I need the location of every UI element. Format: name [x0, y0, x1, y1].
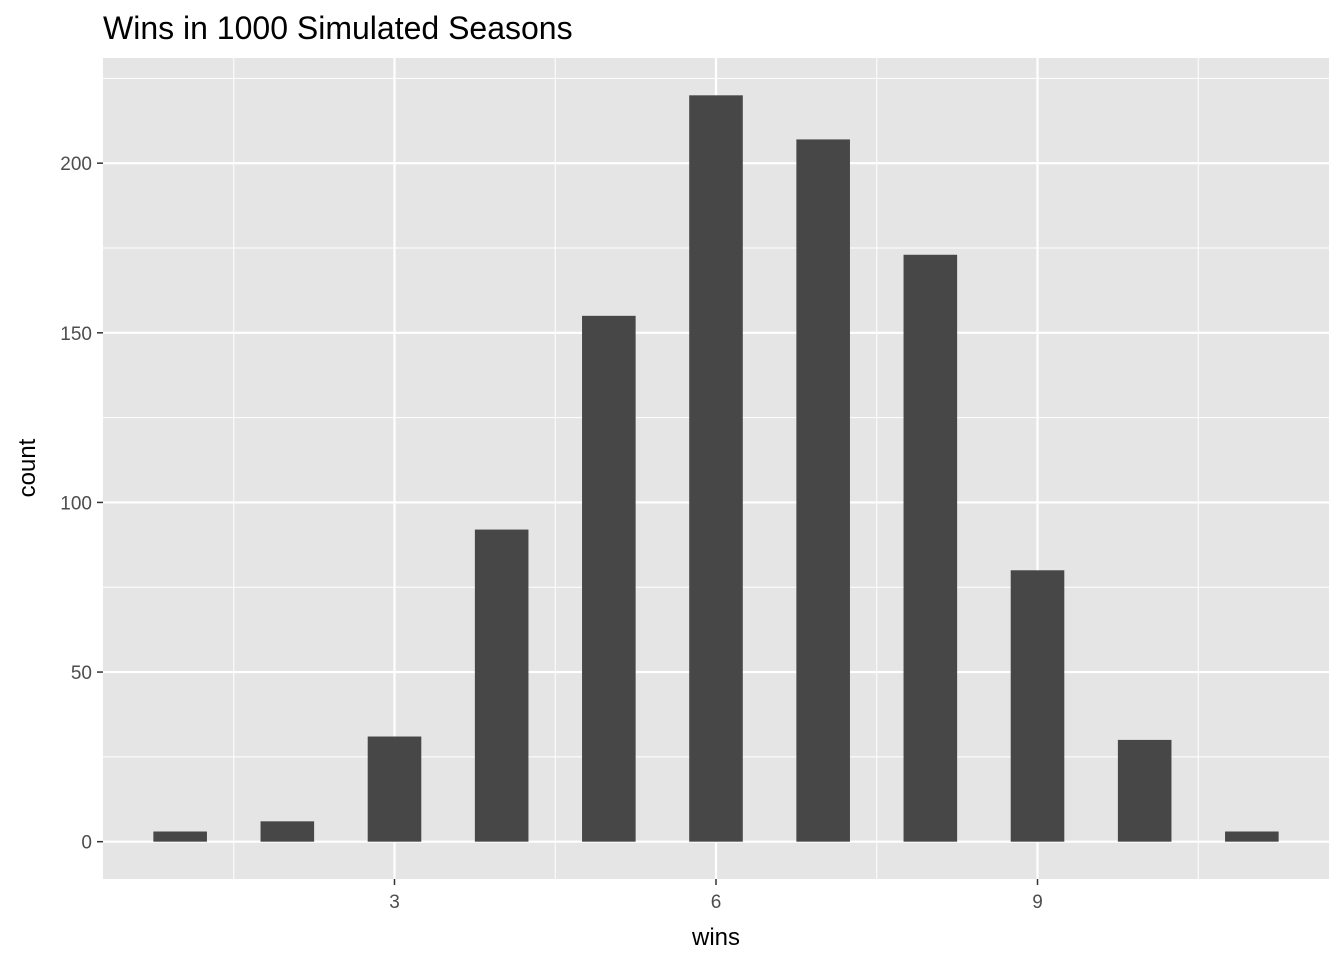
y-tick-label: 100	[60, 493, 92, 514]
y-tick-label: 200	[60, 154, 92, 175]
bar-wins-5	[582, 315, 636, 842]
y-tick-label: 0	[81, 833, 92, 854]
x-axis: 3 6 9	[389, 879, 1043, 913]
bar-wins-6	[689, 95, 743, 842]
x-tick-label: 3	[389, 892, 400, 913]
chart-title: Wins in 1000 Simulated Seasons	[103, 10, 573, 46]
bar-wins-4	[474, 529, 529, 842]
bar-wins-2	[260, 821, 315, 842]
bars-group	[153, 95, 1279, 842]
y-tick-label: 150	[60, 324, 92, 345]
y-tick-label: 50	[71, 663, 92, 684]
bar-wins-10	[1117, 739, 1172, 842]
x-axis-title: wins	[691, 924, 740, 951]
x-tick-label: 6	[711, 892, 722, 913]
x-tick-label: 9	[1032, 892, 1043, 913]
bar-wins-1	[153, 831, 207, 842]
y-axis-title: count	[14, 438, 41, 497]
bar-wins-3	[367, 736, 422, 842]
bar-wins-7	[796, 139, 850, 842]
bar-wins-11	[1225, 831, 1279, 842]
y-axis: 0 50 100 150 200	[60, 154, 103, 854]
bar-wins-8	[903, 254, 958, 842]
bar-wins-9	[1010, 570, 1065, 842]
